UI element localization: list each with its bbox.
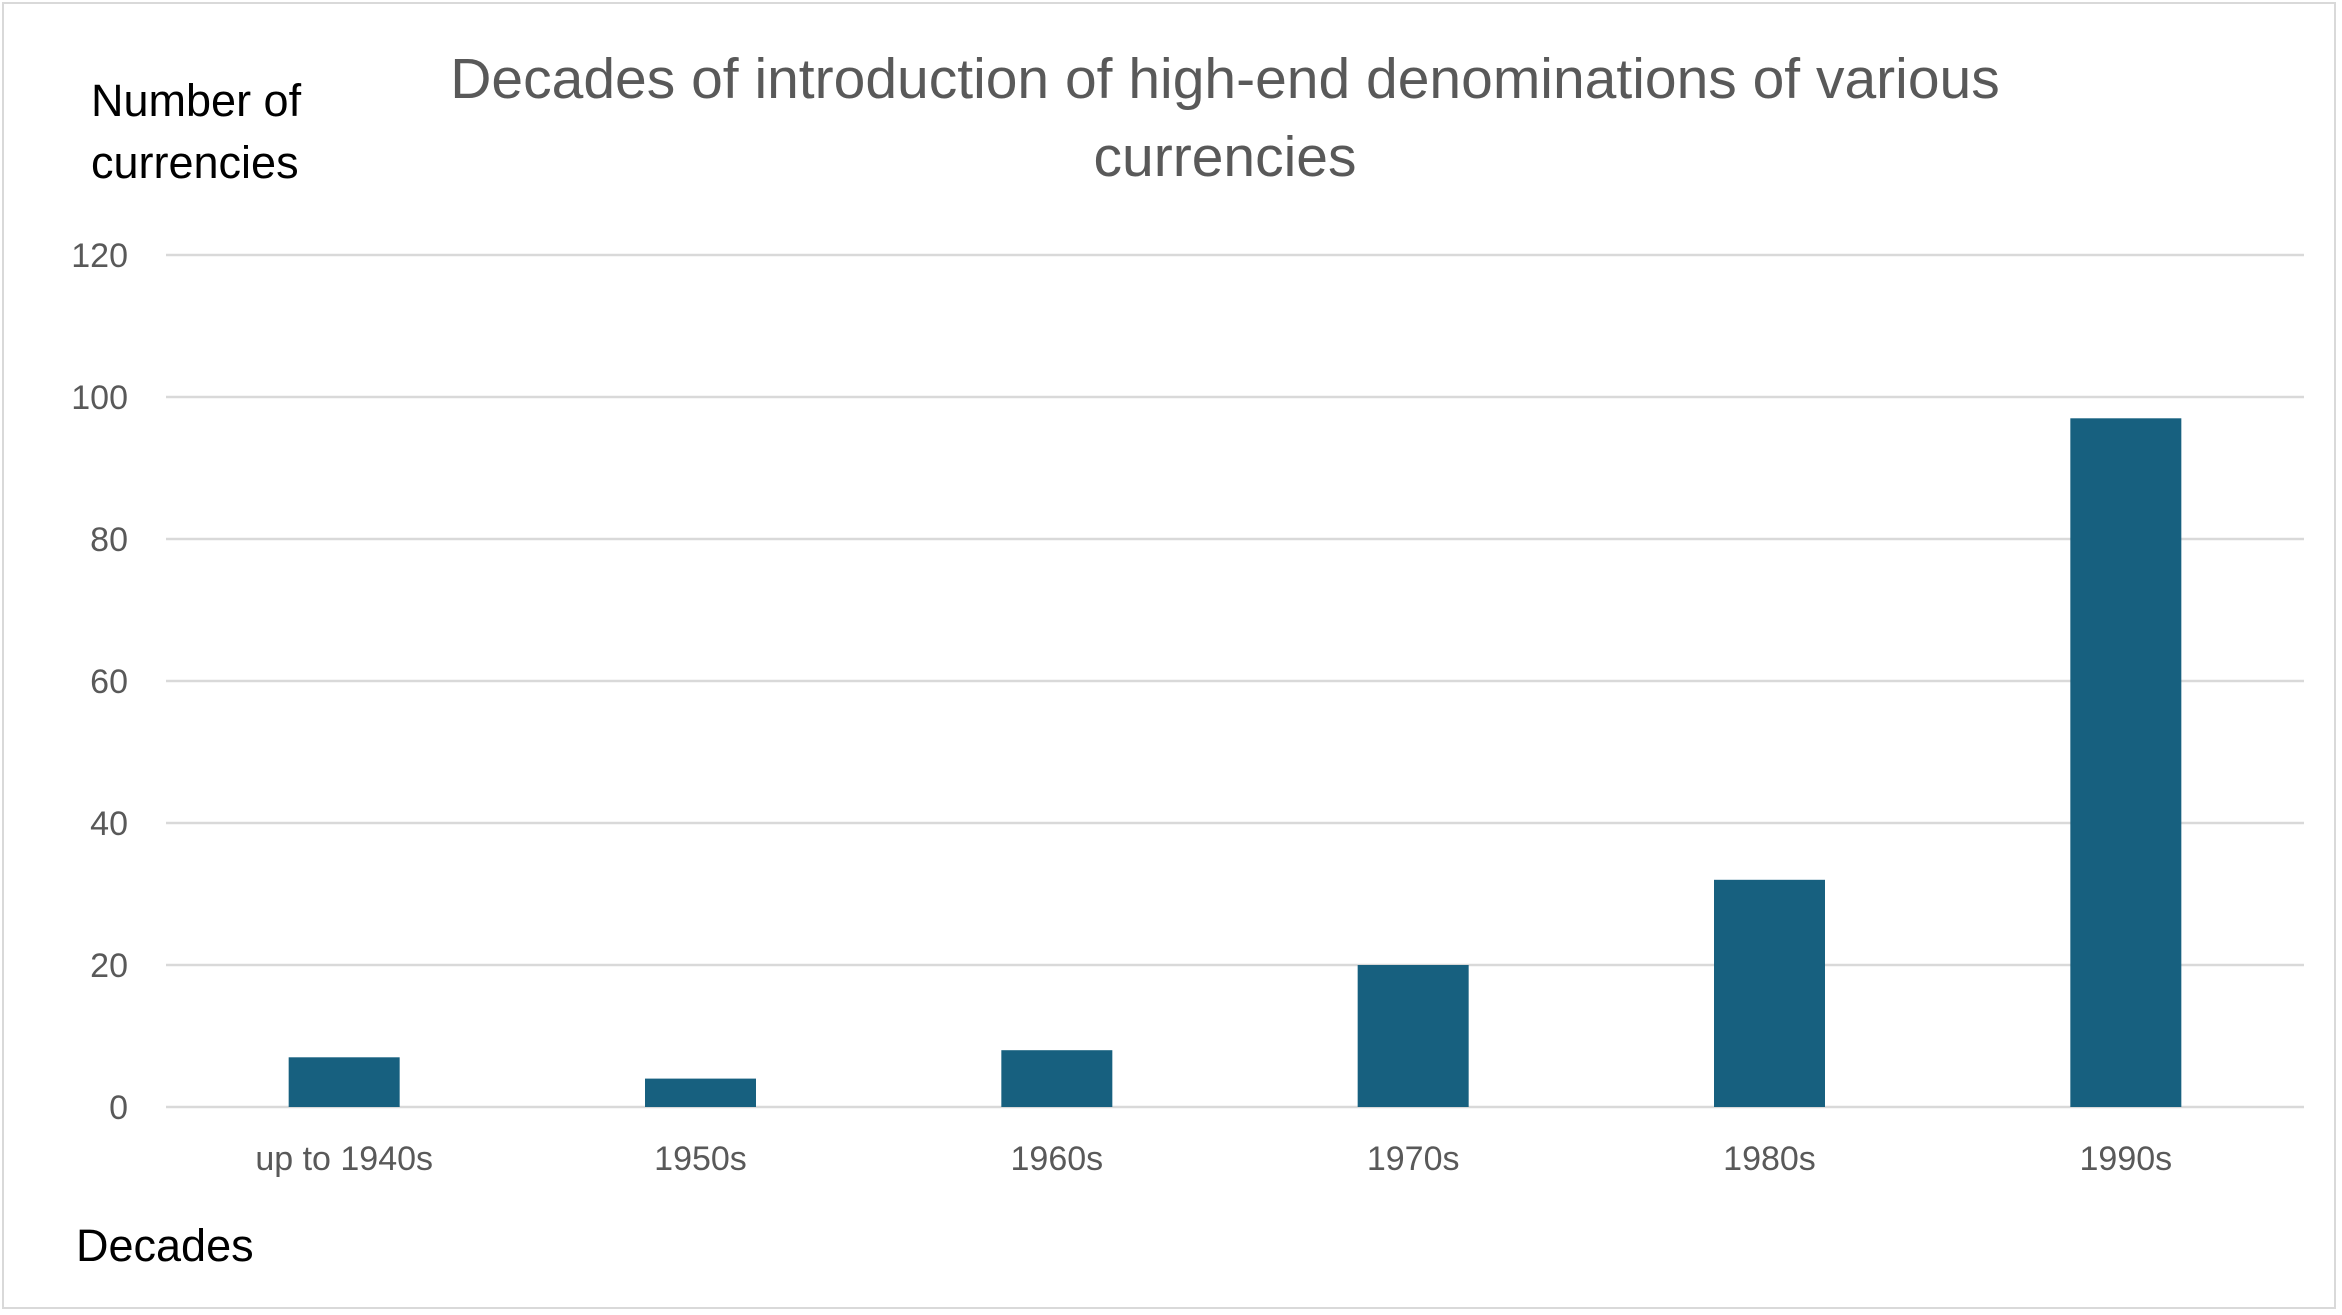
x-tick-label: 1990s: [2080, 1140, 2173, 1178]
x-tick-label: 1960s: [1011, 1140, 1104, 1178]
y-tick-label: 40: [90, 805, 128, 843]
x-tick-label: 1980s: [1723, 1140, 1816, 1178]
x-tick-labels: up to 1940s 1950s 1960s 1970s 1980s 1990s: [255, 1140, 2172, 1178]
bar: [2070, 418, 2182, 1107]
gridlines: [166, 253, 2304, 1109]
y-tick-label: 100: [71, 379, 128, 417]
bar: [1001, 1050, 1113, 1107]
bars: [288, 418, 2182, 1107]
x-tick-label: 1950s: [654, 1140, 747, 1178]
x-axis-title: Decades: [76, 1220, 254, 1271]
bar: [1714, 879, 1825, 1107]
y-tick-label: 0: [109, 1089, 128, 1127]
bar: [645, 1078, 756, 1107]
chart-title: Decades of introduction of high-end deno…: [450, 47, 2000, 189]
y-axis-title: Number of currencies: [91, 75, 302, 188]
y-tick-label: 80: [90, 521, 128, 559]
bar: [1357, 965, 1469, 1107]
bar: [288, 1057, 400, 1107]
x-tick-label: up to 1940s: [255, 1140, 433, 1178]
y-tick-label: 20: [90, 947, 128, 985]
y-tick-labels: 0 20 40 60 80 100 120: [71, 237, 128, 1127]
y-tick-label: 60: [90, 663, 128, 701]
x-tick-label: 1970s: [1367, 1140, 1460, 1178]
y-tick-label: 120: [71, 237, 128, 275]
